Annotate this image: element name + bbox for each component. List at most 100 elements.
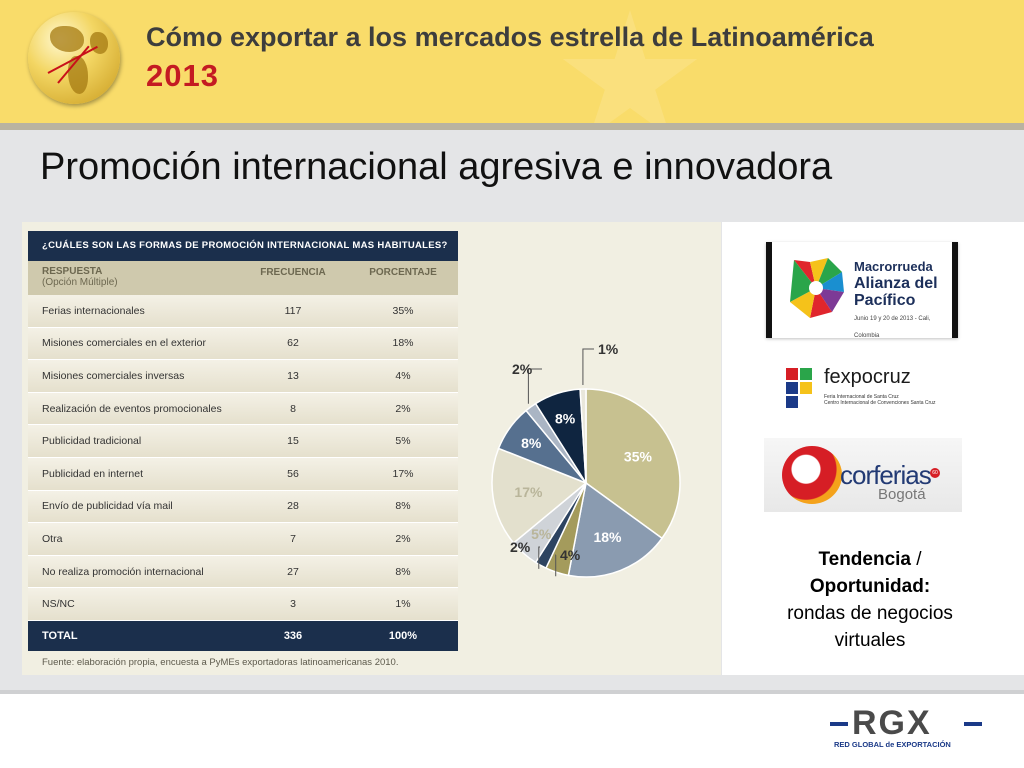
row-percent: 35%: [392, 304, 414, 317]
trend-text2: virtuales: [834, 630, 906, 651]
col-header-response: RESPUESTA (Opción Múltiple): [28, 261, 238, 295]
table-source: Fuente: elaboración propia, encuesta a P…: [42, 657, 399, 668]
row-percent: 2%: [395, 532, 411, 545]
pie-label: 18%: [593, 529, 622, 545]
row-percent: 4%: [395, 369, 411, 382]
pie-label: 1%: [598, 341, 619, 357]
row-percent: 5%: [395, 435, 411, 448]
row-label: Ferias internacionales: [42, 304, 145, 317]
corferias-logo: corferias 60 Bogotá: [764, 438, 962, 512]
table-row: Publicidad tradicional 15 5%: [28, 425, 458, 458]
row-frequency: 15: [287, 435, 299, 448]
table-header: RESPUESTA (Opción Múltiple) FRECUENCIA P…: [28, 261, 458, 295]
table-row: Ferias internacionales 117 35%: [28, 295, 458, 328]
row-frequency: 13: [287, 369, 299, 382]
fexpo-name: fexpocruz: [824, 366, 911, 388]
macro-line3: Pacífico: [854, 292, 916, 309]
pie-leader-line: [538, 546, 540, 569]
pie-label: 5%: [531, 526, 552, 542]
rgx-logo: RGX RED GLOBAL de EXPORTACIÓN: [830, 704, 992, 750]
row-percent: 1%: [395, 598, 411, 611]
pie-label: 35%: [624, 449, 653, 465]
row-label: Publicidad tradicional: [42, 435, 142, 448]
row-percent: 8%: [395, 500, 411, 513]
trend-note: Tendencia / Oportunidad: rondas de negoc…: [787, 549, 953, 651]
row-percent: 2%: [395, 402, 411, 415]
header-divider: [0, 123, 1024, 130]
pie-slice: [579, 388, 587, 484]
trend-label: Tendencia: [818, 549, 911, 570]
corferias-name: corferias: [840, 460, 932, 490]
col-header-response-sub: (Opción Múltiple): [42, 277, 118, 288]
trend-text1: rondas de negocios: [787, 603, 953, 624]
pie-slice: [585, 388, 681, 540]
corferias-city: Bogotá: [878, 486, 926, 503]
row-label: Realización de eventos promocionales: [42, 402, 222, 415]
fexpo-sub1: Feria Internacional de Santa Cruz: [824, 394, 899, 400]
content-band-shadow: [0, 690, 1024, 694]
row-label: Envío de publicidad vía mail: [42, 500, 173, 513]
trend-label2: Oportunidad:: [809, 576, 931, 597]
pacific-alliance-burst-icon: [790, 258, 844, 318]
pie-slice: [491, 447, 588, 544]
pie-label: 8%: [555, 411, 576, 427]
macro-line1: Macrorrueda: [854, 259, 933, 274]
macro-date: Junio 19 y 20 de 2013 - Cali, Colombia: [854, 316, 931, 339]
fexpo-square-blue-icon: [786, 382, 798, 394]
row-frequency: 3: [290, 598, 296, 611]
header-banner: Cómo exportar a los mercados estrella de…: [0, 0, 1024, 138]
row-label: No realiza promoción internacional: [42, 565, 204, 578]
pie-label: 8%: [521, 435, 542, 451]
row-percent: 8%: [395, 565, 411, 578]
total-percent: 100%: [388, 629, 418, 642]
row-label: Misiones comerciales inversas: [42, 369, 185, 382]
row-frequency: 62: [287, 337, 299, 350]
table-body: Ferias internacionales 117 35% Misiones com…: [28, 295, 458, 621]
pie-label: 2%: [512, 361, 533, 377]
rgx-mark: RGX: [852, 704, 932, 742]
row-label: Otra: [42, 532, 63, 545]
col-header-frequency: FRECUENCIA: [260, 267, 326, 278]
row-frequency: 8: [290, 402, 296, 415]
pie-label: 4%: [560, 547, 581, 563]
globe-icon: [28, 12, 120, 104]
row-frequency: 117: [284, 304, 302, 317]
col-header-percent: PORCENTAJE: [369, 267, 437, 278]
rgx-sub: RED GLOBAL de EXPORTACIÓN: [834, 740, 951, 749]
table-total-row: TOTAL 336 100%: [28, 620, 458, 651]
table-row: NS/NC 3 1%: [28, 588, 458, 621]
fexpocruz-logo: fexpocruz Feria Internacional de Santa C…: [784, 362, 936, 414]
row-frequency: 7: [290, 532, 296, 545]
row-frequency: 28: [287, 500, 299, 513]
pie-chart: 35%18%4%2%5%17%8%2%8%1%: [491, 341, 681, 578]
table-row: Realización de eventos promocionales 8 2%: [28, 392, 458, 426]
pie-label: 17%: [514, 484, 543, 500]
pie-leader-line: [582, 348, 594, 386]
promotion-table: ¿CUÁLES SON LAS FORMAS DE PROMOCIÓN INTE…: [28, 231, 458, 651]
table-question: ¿CUÁLES SON LAS FORMAS DE PROMOCIÓN INTE…: [28, 231, 458, 261]
row-label: NS/NC: [42, 598, 75, 611]
row-frequency: 27: [287, 565, 299, 578]
table-row: Envío de publicidad vía mail 28 8%: [28, 490, 458, 524]
total-label: TOTAL: [42, 629, 78, 642]
table-row: Misiones comerciales inversas 13 4%: [28, 360, 458, 393]
row-label: Publicidad en internet: [42, 467, 143, 480]
slide-title: Promoción internacional agresiva e innov…: [40, 146, 833, 188]
pie-label: 2%: [510, 539, 531, 555]
corferias-badge: 60: [930, 468, 940, 478]
pie-slice: [567, 481, 664, 578]
fexpo-square-yellow-icon: [800, 382, 812, 394]
fexpo-sub2: Centro Internacional de Convenciones San…: [824, 400, 936, 406]
table-row: Otra 7 2%: [28, 523, 458, 556]
macrorrueda-logo: Macrorrueda Alianza del Pacífico Junio 1…: [766, 242, 958, 339]
macro-line2: Alianza del: [854, 275, 938, 292]
table-row: Misiones comerciales en el exterior 62 18%: [28, 327, 458, 361]
row-label: Misiones comerciales en el exterior: [42, 337, 206, 350]
row-frequency: 56: [287, 467, 299, 480]
header-title: Cómo exportar a los mercados estrella de…: [146, 22, 874, 52]
fexpo-square-green-icon: [800, 368, 812, 380]
table-row: Publicidad en internet 56 17%: [28, 457, 458, 491]
row-percent: 18%: [392, 337, 414, 350]
header-year: 2013: [146, 58, 219, 93]
total-frequency: 336: [283, 629, 303, 642]
